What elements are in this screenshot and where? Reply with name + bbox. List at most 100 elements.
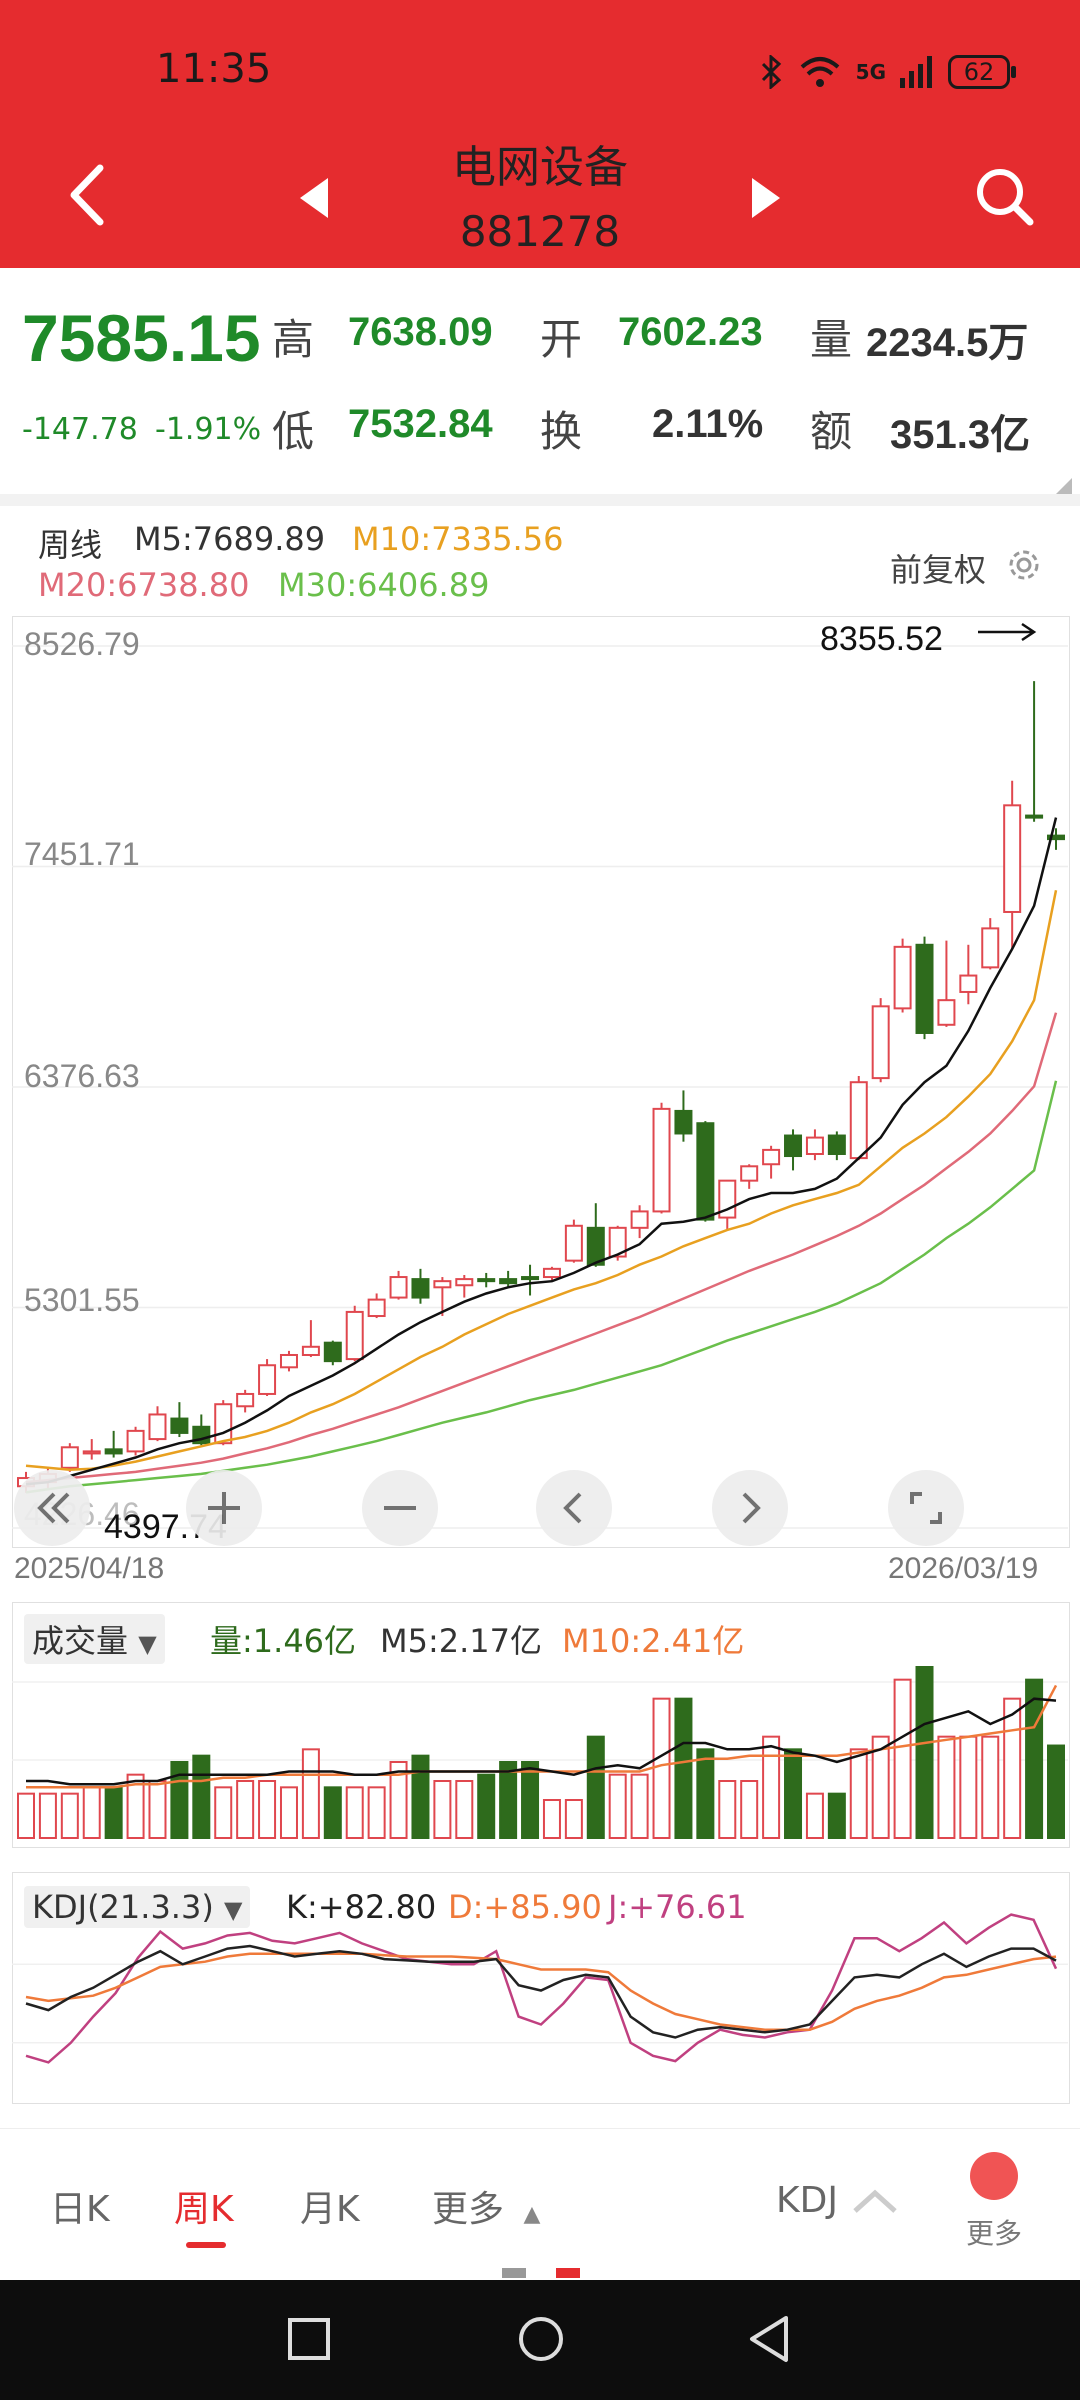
turnover-label: 换 (540, 407, 583, 456)
candle-down (323, 1341, 342, 1363)
page-indicator-active (556, 2268, 580, 2278)
volume-bar (608, 1773, 627, 1840)
indicator-label: KDJ (776, 2180, 838, 2221)
status-time: 11:35 (156, 46, 272, 92)
tab-more-label: 更多 (432, 2189, 505, 2230)
volume-bar (762, 1735, 781, 1840)
next-stock-button[interactable] (740, 168, 790, 228)
turnover-value: 2.11% (652, 402, 764, 446)
home-icon[interactable] (516, 2314, 566, 2364)
system-nav-bar (0, 2280, 1080, 2400)
candle-down (499, 1278, 518, 1285)
candle-up (389, 1276, 408, 1299)
candle-up (981, 927, 1000, 969)
volume-bar (258, 1780, 277, 1839)
status-icons: 5G 62 (760, 52, 1016, 92)
volume-bar (805, 1792, 824, 1840)
ma30-label: M30:6406.89 (278, 566, 490, 604)
bluetooth-icon (761, 55, 781, 89)
candle-up (433, 1280, 452, 1289)
tab-month[interactable]: 月K (300, 2189, 360, 2230)
gear-icon[interactable] (1002, 543, 1046, 587)
candle-down (827, 1134, 846, 1155)
triangle-up-icon: ▲ (523, 2202, 541, 2227)
volume-bar (937, 1735, 956, 1840)
signal-icon (900, 56, 932, 88)
candle-up (148, 1413, 167, 1441)
kdj-panel-frame (12, 1872, 1070, 2104)
volume-indicator-select[interactable]: 成交量 ▼ (24, 1614, 165, 1664)
kdj-d-value: D:+85.90 (448, 1888, 602, 1926)
fullscreen-button[interactable] (888, 1470, 964, 1546)
volume-bar (696, 1748, 715, 1839)
volume-bar (827, 1792, 846, 1840)
open-value: 7602.23 (618, 310, 763, 354)
kdj-chart[interactable] (0, 1872, 1080, 2104)
last-price: 7585.15 (22, 301, 261, 375)
volume-bar (1047, 1744, 1065, 1840)
kdj-indicator-label: KDJ(21.3.3) (32, 1888, 214, 1926)
volume-bar (542, 1799, 561, 1839)
expand-corner-icon[interactable] (1056, 478, 1072, 494)
more-button[interactable]: 更多 (966, 2217, 1023, 2250)
volume-value: 量:1.46亿 (210, 1622, 357, 1660)
candle-down (104, 1448, 123, 1455)
double-chevron-left-icon (37, 1492, 70, 1524)
candle-up (542, 1267, 561, 1279)
volume-bar (740, 1780, 759, 1839)
volume-value: 2234.5万 (866, 321, 1029, 365)
period-tab-bar (0, 2128, 1080, 2279)
volume-bar (345, 1786, 364, 1839)
ma5-line (25, 817, 1058, 1486)
chevron-left-icon (70, 164, 104, 226)
scroll-left-button[interactable] (536, 1470, 612, 1546)
more-dot-icon[interactable] (970, 2152, 1018, 2200)
candle-up (959, 974, 978, 993)
adjust-mode-button[interactable]: 前复权 (890, 551, 987, 589)
volume-bar (718, 1780, 737, 1839)
volume-bar (433, 1780, 452, 1839)
zoom-in-button[interactable] (186, 1470, 262, 1546)
stock-code: 881278 (459, 207, 621, 256)
app-header (0, 0, 1080, 268)
volume-ma5: M5:2.17亿 (380, 1622, 543, 1660)
back-nav-icon[interactable] (746, 2314, 792, 2364)
candle-down (170, 1417, 189, 1434)
triangle-left-icon (300, 178, 328, 218)
kline-chart-frame[interactable] (12, 616, 1070, 1548)
candle-down (1047, 834, 1065, 841)
tab-day[interactable]: 日K (50, 2189, 110, 2230)
volume-bar (652, 1697, 671, 1839)
volume-chart[interactable] (0, 1602, 1080, 1848)
back-button[interactable] (60, 150, 120, 240)
volume-bar (126, 1773, 145, 1840)
candle-up (60, 1446, 79, 1469)
chevron-left-icon (563, 1492, 582, 1524)
tab-more[interactable]: 更多 ▲ (432, 2180, 540, 2232)
ma20-line (25, 1012, 1058, 1484)
search-button[interactable] (970, 162, 1040, 232)
candle-up (849, 1081, 868, 1160)
recents-icon[interactable] (286, 2316, 332, 2362)
volume-bar (915, 1666, 934, 1839)
candle-up (345, 1310, 364, 1361)
candle-down (674, 1109, 693, 1135)
tab-week[interactable]: 周K (174, 2189, 234, 2230)
y-tick-label: 6376.63 (24, 1058, 140, 1094)
kline-chart[interactable] (0, 616, 1080, 1546)
zoom-out-button[interactable] (362, 1470, 438, 1546)
y-tick-label: 7451.71 (24, 836, 140, 872)
scroll-left-fast-button[interactable] (14, 1470, 90, 1546)
indicator-select[interactable]: KDJ (776, 2180, 901, 2221)
volume-bar (214, 1786, 233, 1839)
volume-bar (849, 1748, 868, 1839)
low-label: 低 (272, 407, 315, 456)
scroll-right-button[interactable] (712, 1470, 788, 1546)
prev-stock-button[interactable] (290, 168, 340, 228)
volume-indicator-label: 成交量 (32, 1622, 129, 1660)
candle-up (630, 1210, 649, 1229)
kdj-indicator-select[interactable]: KDJ(21.3.3) ▼ (24, 1886, 251, 1928)
candle-down (477, 1278, 496, 1283)
chevron-right-icon (742, 1492, 761, 1524)
volume-bar (170, 1761, 189, 1839)
